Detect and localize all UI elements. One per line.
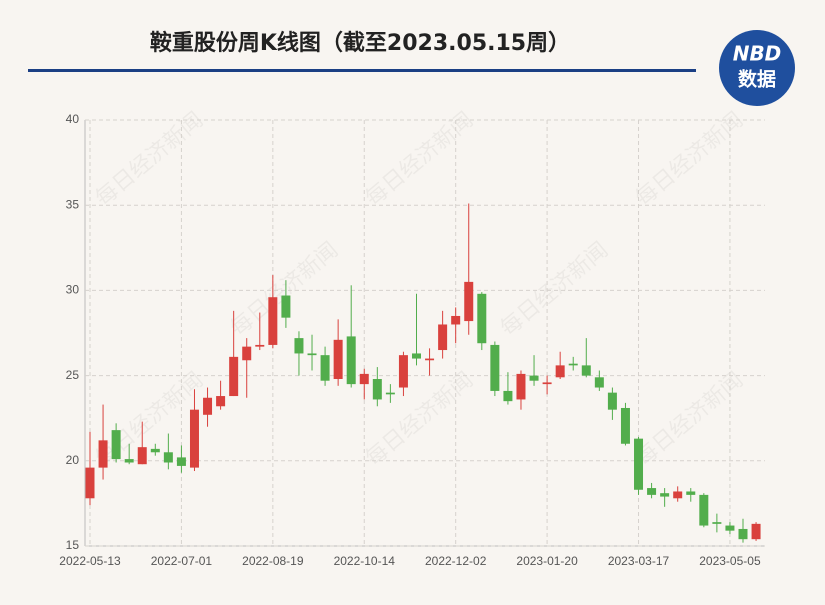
candle-body xyxy=(98,440,108,468)
candle-body xyxy=(203,397,213,415)
candle-body xyxy=(294,338,304,354)
logo-badge xyxy=(719,30,795,106)
x-tick-label: 2022-12-02 xyxy=(425,554,487,568)
candle-body xyxy=(229,356,239,397)
candle-body xyxy=(647,488,657,495)
candle-body xyxy=(124,459,134,463)
candle-body xyxy=(412,353,421,359)
candle-body xyxy=(464,281,474,322)
candle-body xyxy=(555,365,565,378)
candle-body xyxy=(660,493,670,497)
candle-body xyxy=(725,525,735,531)
candle-body xyxy=(581,365,591,376)
candle-body xyxy=(307,353,317,356)
candle-body xyxy=(686,491,696,495)
candle-body xyxy=(189,409,199,468)
candle-body xyxy=(425,358,435,361)
watermark: 每日经济新闻 xyxy=(91,108,208,212)
chart-title: 鞍重股份周K线图（截至2023.05.15周） xyxy=(150,30,570,56)
candle-body xyxy=(398,355,408,388)
candle-body xyxy=(620,407,630,444)
x-tick-label: 2022-05-13 xyxy=(59,554,121,568)
candle-body xyxy=(673,491,683,499)
title-rule xyxy=(28,69,696,72)
candle-body xyxy=(542,382,552,385)
candle-body xyxy=(699,494,709,526)
watermark: 每日经济新闻 xyxy=(226,238,343,342)
x-tick-label: 2023-05-05 xyxy=(699,554,761,568)
candle-body xyxy=(137,447,147,465)
candle-body xyxy=(372,379,382,400)
y-tick-label: 20 xyxy=(66,453,80,467)
candle-body xyxy=(163,452,173,463)
candle-body xyxy=(607,392,617,410)
logo-text: 数据 xyxy=(738,68,776,91)
candle-body xyxy=(255,344,265,347)
candle-body xyxy=(268,297,278,345)
watermarks: 每日经济新闻每日经济新闻每日经济新闻每日经济新闻每日经济新闻每日经济新闻每日经济… xyxy=(91,108,748,472)
y-tick-label: 15 xyxy=(66,538,80,552)
candle-body xyxy=(216,396,226,407)
x-tick-label: 2022-10-14 xyxy=(334,554,396,568)
candle-body xyxy=(738,528,748,540)
y-tick-label: 35 xyxy=(66,197,80,211)
watermark: 每日经济新闻 xyxy=(496,238,613,342)
candle-body xyxy=(385,392,395,395)
logo-text: NBD xyxy=(733,42,782,66)
candle-body xyxy=(477,293,487,344)
candle-body xyxy=(359,373,369,385)
candle-body xyxy=(712,522,722,524)
candle-body xyxy=(516,373,526,400)
candle-body xyxy=(438,324,448,351)
candle-body xyxy=(320,355,330,381)
candle-body xyxy=(281,295,291,318)
candle-body xyxy=(451,315,461,325)
candle-body xyxy=(176,457,186,466)
candle-body xyxy=(111,430,121,460)
candle-body xyxy=(346,336,356,385)
x-tick-label: 2023-03-17 xyxy=(608,554,670,568)
candle-body xyxy=(242,346,252,361)
candle-body xyxy=(634,438,644,490)
watermark: 每日经济新闻 xyxy=(361,108,478,212)
y-tick-label: 30 xyxy=(66,283,80,297)
x-tick-label: 2023-01-20 xyxy=(516,554,578,568)
candle-body xyxy=(568,363,578,366)
candle-body xyxy=(85,467,95,499)
watermark: 每日经济新闻 xyxy=(631,368,748,472)
candle-body xyxy=(503,390,513,402)
candle-body xyxy=(529,375,539,381)
candle-body xyxy=(150,448,160,453)
candle-body xyxy=(594,377,604,388)
watermark: 每日经济新闻 xyxy=(631,108,748,212)
x-tick-label: 2022-07-01 xyxy=(151,554,213,568)
x-tick-label: 2022-08-19 xyxy=(242,554,304,568)
y-tick-label: 40 xyxy=(66,112,80,126)
candle-body xyxy=(333,339,343,380)
candle-body xyxy=(751,523,761,540)
y-tick-label: 25 xyxy=(66,368,80,382)
candle-body xyxy=(490,344,500,391)
